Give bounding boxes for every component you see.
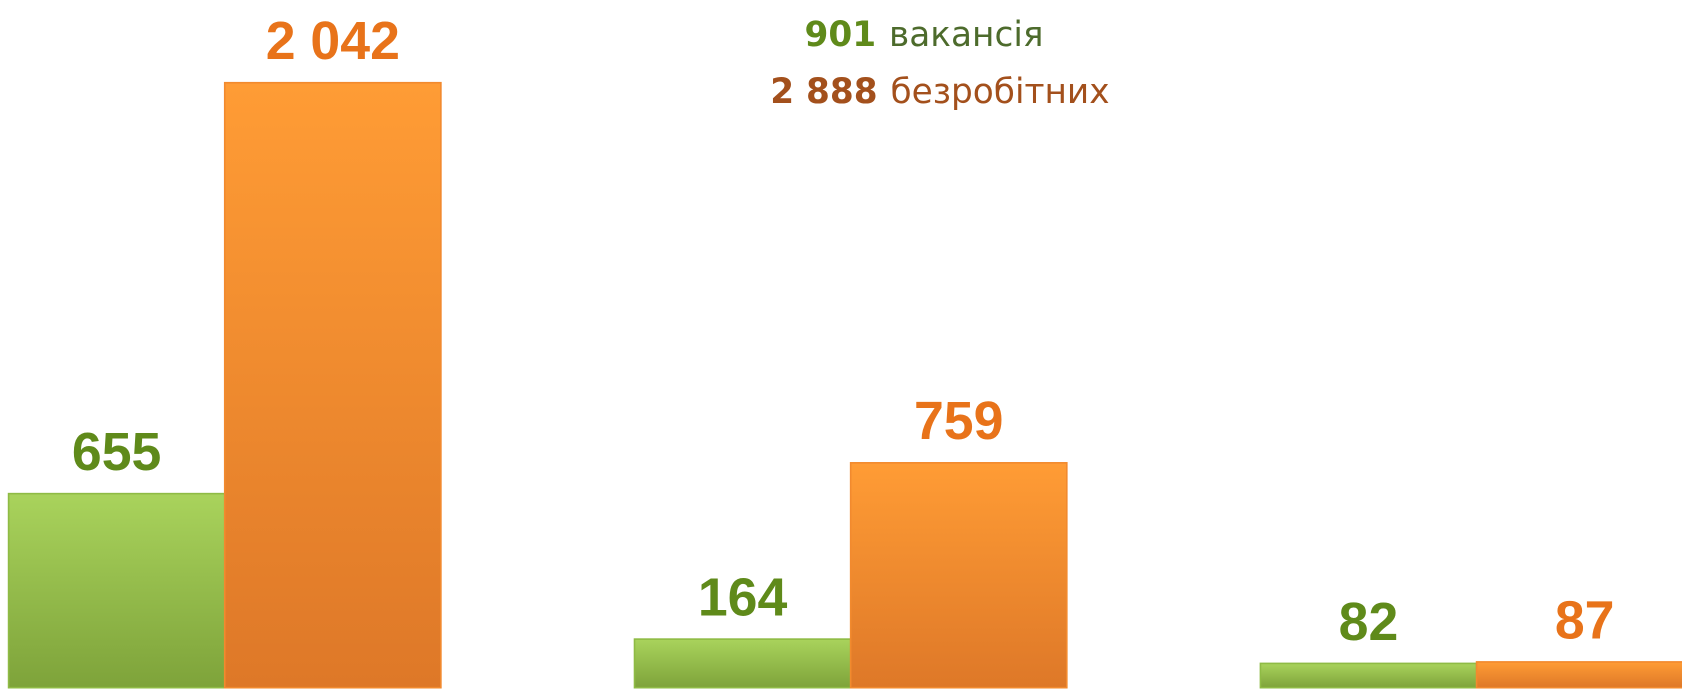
value-label: 2 042	[266, 11, 400, 71]
annotation: 2 888 безробітних	[770, 72, 1109, 112]
bar	[1259, 662, 1478, 689]
annotation-text: безробітних	[891, 72, 1110, 112]
bar	[7, 492, 226, 689]
value-label: 87	[1555, 590, 1615, 650]
value-label: 164	[698, 568, 788, 628]
annotation: 901 вакансія	[805, 15, 1044, 55]
bar	[223, 81, 442, 689]
annotation-number: 2 888	[770, 72, 877, 112]
annotation-number: 901	[805, 15, 877, 55]
value-label: 655	[72, 422, 161, 482]
bar	[1475, 661, 1682, 689]
value-label: 759	[914, 391, 1003, 451]
annotation-text: вакансія	[889, 15, 1043, 55]
value-label: 82	[1339, 592, 1399, 652]
bar	[849, 462, 1068, 689]
bar	[633, 638, 852, 689]
